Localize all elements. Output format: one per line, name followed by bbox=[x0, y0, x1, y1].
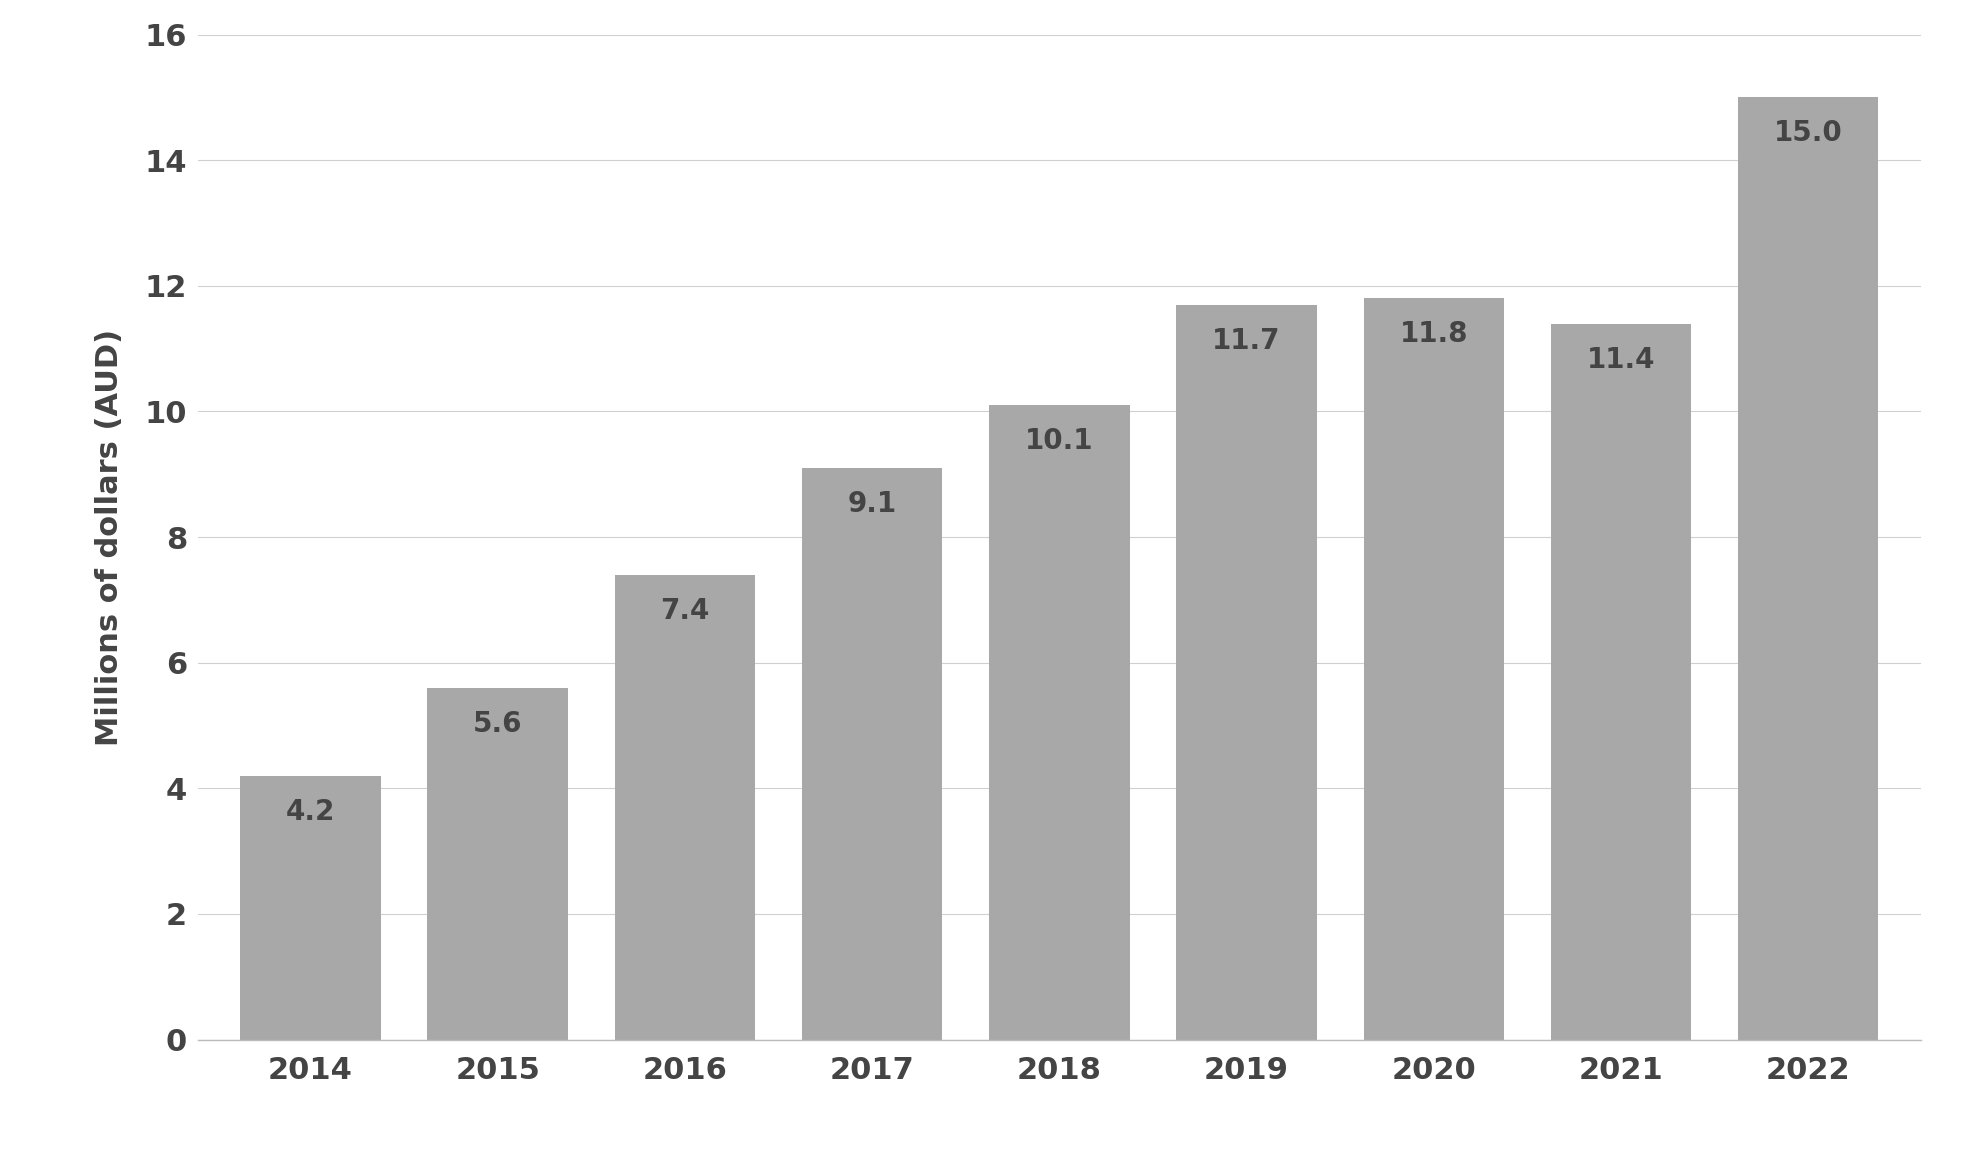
Bar bbox=[990, 405, 1129, 1040]
Bar bbox=[614, 575, 754, 1040]
Text: 9.1: 9.1 bbox=[847, 490, 897, 517]
Text: 7.4: 7.4 bbox=[659, 597, 709, 625]
Bar bbox=[1550, 323, 1691, 1040]
Text: 11.8: 11.8 bbox=[1400, 320, 1467, 349]
Text: 5.6: 5.6 bbox=[473, 710, 523, 738]
Y-axis label: Millions of dollars (AUD): Millions of dollars (AUD) bbox=[95, 328, 123, 746]
Bar bbox=[1364, 298, 1505, 1040]
Bar bbox=[1738, 97, 1879, 1040]
Text: 10.1: 10.1 bbox=[1026, 427, 1093, 455]
Text: 11.7: 11.7 bbox=[1212, 327, 1281, 355]
Bar bbox=[240, 776, 380, 1040]
Bar bbox=[428, 688, 568, 1040]
Text: 11.4: 11.4 bbox=[1586, 345, 1655, 373]
Text: 15.0: 15.0 bbox=[1774, 119, 1843, 148]
Text: 4.2: 4.2 bbox=[285, 798, 335, 826]
Bar bbox=[1176, 305, 1317, 1040]
Bar bbox=[802, 468, 942, 1040]
